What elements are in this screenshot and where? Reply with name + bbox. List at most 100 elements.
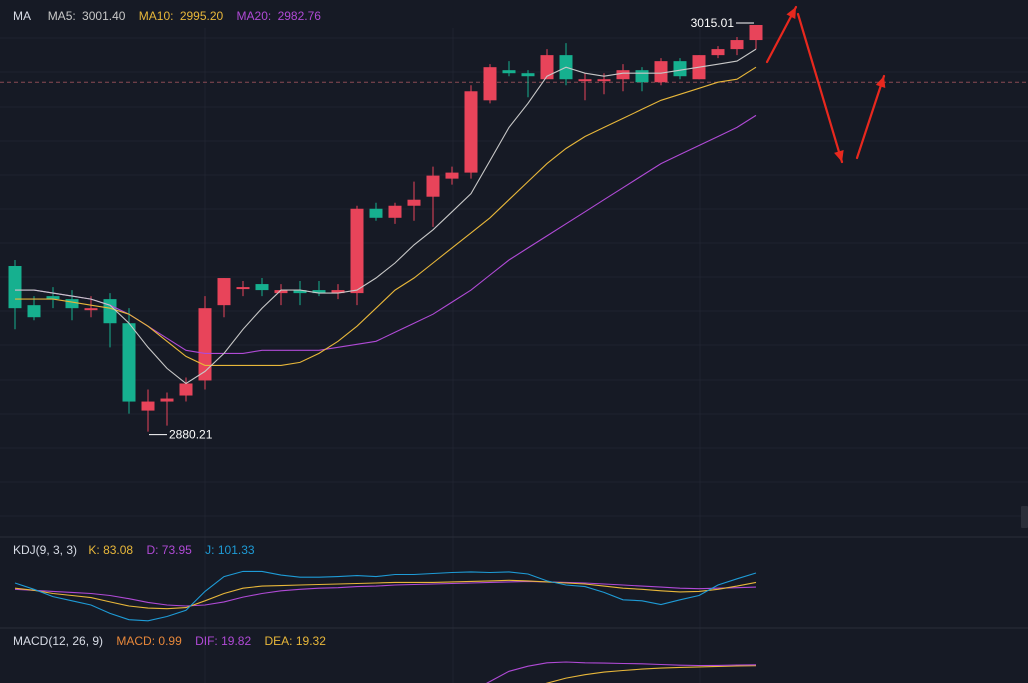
candle-body [616,70,630,80]
kdj-legend: KDJ(9, 3, 3) K: 83.08 D: 73.95 J: 101.33 [13,543,255,557]
candle-body [578,79,592,82]
candle[interactable] [65,290,79,321]
scroll-handle[interactable] [1021,506,1028,528]
ma5-line [15,48,757,385]
candle[interactable] [198,296,212,390]
kdj-lines-group [14,570,757,622]
kdj-k-line [14,579,757,610]
candle[interactable] [8,259,22,330]
macd-dea-value: 19.32 [296,634,326,648]
candle[interactable] [540,49,554,80]
candle-body [407,199,421,206]
candle[interactable] [673,58,687,80]
ma-indicator-name: MA [13,9,31,23]
kdj-k-value: 83.08 [103,543,133,557]
candle[interactable] [293,281,307,306]
candle-body [350,208,364,294]
kdj-j-line [14,570,757,622]
candles-group [8,25,763,432]
kdj-j-value: 101.33 [218,543,255,557]
kdj-k-label: K: [88,543,99,557]
candle[interactable] [559,43,573,86]
candle[interactable] [407,181,421,221]
candle-body [540,55,554,80]
candle[interactable] [578,73,592,101]
candle[interactable] [464,85,478,179]
candle-body [673,61,687,77]
ma20-label: MA20: [237,9,272,23]
candle-body [160,398,174,402]
candle-body [445,172,459,179]
high-annotation: 3015.01 [691,16,754,30]
arrow-up-first [765,5,798,64]
candle[interactable] [445,166,459,185]
candle[interactable] [521,70,535,98]
arrow-down-shaft [796,12,844,164]
candle-body [730,40,744,50]
candle[interactable] [502,61,516,77]
ma10-value: 2995.20 [180,9,224,23]
arrow-up-second [855,74,886,160]
candle-body [103,299,117,324]
candle[interactable] [483,64,497,104]
candle[interactable] [236,281,250,297]
candle[interactable] [27,296,41,321]
kdj-indicator-name: KDJ(9, 3, 3) [13,543,77,557]
candle[interactable] [312,281,326,297]
arrow-up-second-shaft [855,74,886,160]
candle[interactable] [426,166,440,227]
candle-body [8,265,22,309]
ma5-value: 3001.40 [82,9,126,23]
candle[interactable] [388,202,402,224]
macd-dif-value: 19.82 [221,634,251,648]
candle[interactable] [103,293,117,348]
candle[interactable] [46,287,60,309]
candle[interactable] [654,58,668,86]
candle[interactable] [616,64,630,92]
kdj-j-label: J: [205,543,214,557]
macd-dea-line [545,665,757,683]
candle-body [46,296,60,300]
candle[interactable] [255,278,269,297]
ma5-label: MA5: [48,9,76,23]
macd-dif-label: DIF: [195,634,218,648]
candle-body [84,308,98,311]
candle-body [293,290,307,294]
candle[interactable] [749,25,763,50]
macd-indicator-name: MACD(12, 26, 9) [13,634,103,648]
high-label: 3015.01 [691,16,735,30]
candle-body [711,49,725,56]
candle[interactable] [160,392,174,426]
candle[interactable] [217,278,231,318]
candle-body [388,205,402,218]
candle[interactable] [141,389,155,432]
candle-body [464,91,478,173]
macd-dea-label: DEA: [264,634,292,648]
candle-body [749,25,763,41]
candle[interactable] [635,67,649,92]
candle[interactable] [711,46,725,59]
candle-body [255,284,269,291]
candle[interactable] [274,284,288,306]
candle-body [27,305,41,318]
macd-lines-group [486,661,757,683]
candle-body [122,323,136,402]
candle[interactable] [122,308,136,414]
candle-body [141,401,155,411]
candle[interactable] [179,377,193,402]
arrow-up-first-head [786,7,796,20]
candle[interactable] [350,205,364,306]
candle-body [198,308,212,381]
ma20-line [15,114,757,354]
candle[interactable] [730,37,744,56]
chart-grid [0,28,1028,683]
forecast-arrows [765,5,886,164]
candle-body [426,175,440,197]
candle-body [654,61,668,83]
candle[interactable] [331,284,345,300]
candle[interactable] [369,202,383,221]
low-annotation: 2880.21 [149,428,213,442]
candle-body [312,290,326,294]
candle-body [274,290,288,294]
